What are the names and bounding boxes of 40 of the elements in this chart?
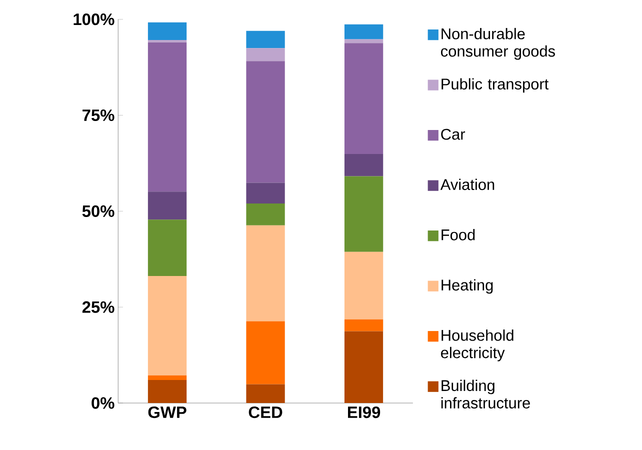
bar xyxy=(148,375,187,380)
legend-label: Aviation xyxy=(440,178,494,190)
bar xyxy=(344,331,384,403)
x-tick-label: EI99 xyxy=(348,406,380,418)
legend-label: Heating xyxy=(442,279,493,294)
bar xyxy=(148,276,187,376)
x-tick-label: GWP xyxy=(148,406,186,418)
y-tick-label: 25% xyxy=(82,301,114,313)
x-tick-label: CED xyxy=(248,406,282,418)
legend-label: Car xyxy=(441,128,466,140)
legend-label: Public transport xyxy=(442,78,549,92)
bar xyxy=(148,42,187,192)
bar xyxy=(246,384,285,403)
bar xyxy=(246,30,285,48)
legend-label: Building infrastructure xyxy=(441,380,530,408)
bar xyxy=(344,154,384,176)
bar xyxy=(344,176,384,252)
bar xyxy=(344,319,384,332)
bar xyxy=(344,42,384,154)
legend-label: Household electricity xyxy=(441,329,514,362)
bar xyxy=(246,60,285,183)
bar xyxy=(246,48,285,61)
legend-label: Non-durable consumer goods xyxy=(441,28,555,60)
bar xyxy=(344,39,384,43)
legend-label: Food xyxy=(442,228,475,240)
y-tick-label: 100% xyxy=(74,13,114,25)
bar xyxy=(148,380,187,403)
bar xyxy=(246,225,285,322)
bar xyxy=(246,321,285,384)
bar xyxy=(148,219,187,276)
bar xyxy=(148,22,187,40)
bar xyxy=(344,252,384,320)
y-tick-label: 75% xyxy=(82,109,114,121)
bar xyxy=(344,24,384,40)
bar xyxy=(246,182,285,204)
y-tick-label: 50% xyxy=(82,205,114,217)
bar xyxy=(148,40,187,42)
bar xyxy=(148,191,187,220)
y-tick-label: 0% xyxy=(92,397,114,409)
bar xyxy=(246,203,285,226)
